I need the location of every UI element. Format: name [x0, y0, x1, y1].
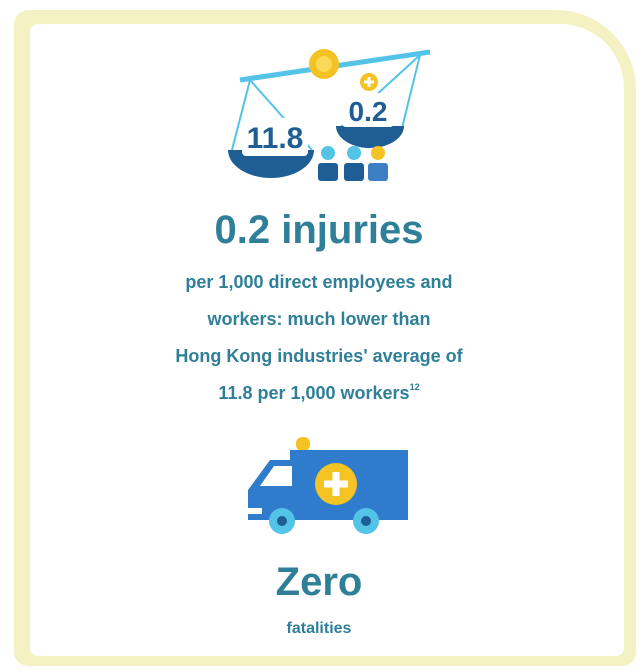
right-label: 0.2 [349, 96, 388, 127]
left-label: 11.8 [247, 122, 304, 155]
headline: 0.2 injuries [214, 208, 424, 252]
card [30, 24, 624, 656]
description-line: per 1,000 direct employees and [185, 272, 453, 292]
scale-icon: 11.8 0.2 [228, 49, 431, 181]
description-line: Hong Kong industries' average of [175, 346, 463, 366]
fatality-label: fatalities [286, 620, 352, 637]
description-text: 11.8 per 1,000 workers [218, 383, 410, 403]
description-line: 11.8 per 1,000 workers12 [0, 382, 638, 404]
fatality-headline: Zero [275, 560, 363, 604]
description-line: workers: much lower than [207, 309, 431, 329]
footnote: 12 [409, 382, 420, 392]
ambulance-icon [248, 437, 408, 534]
